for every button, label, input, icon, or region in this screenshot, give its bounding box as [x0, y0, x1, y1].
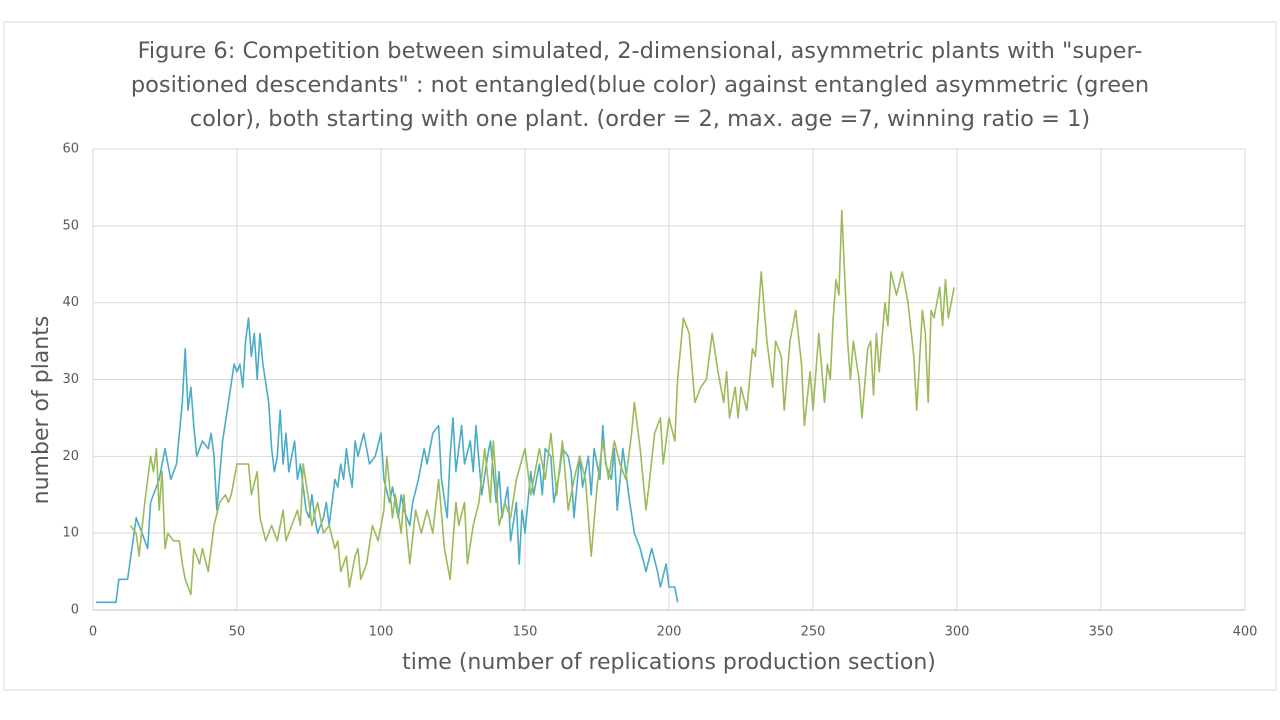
x-tick-label: 200	[657, 625, 682, 640]
y-tick-label: 60	[62, 142, 79, 157]
chart-frame	[3, 21, 1277, 691]
x-tick-label: 300	[945, 625, 970, 640]
y-tick-label: 40	[62, 295, 79, 310]
y-tick-label: 20	[62, 449, 79, 464]
series-line	[95, 317, 679, 604]
x-tick-label: 0	[89, 625, 97, 640]
y-tick-label: 10	[62, 526, 79, 541]
y-tick-label: 50	[62, 218, 79, 233]
x-tick-label: 250	[801, 625, 826, 640]
x-tick-label: 400	[1233, 625, 1258, 640]
x-axis-label: time (number of replications production …	[402, 650, 936, 675]
y-axis-label: number of plants	[29, 316, 54, 505]
y-tick-label: 30	[62, 372, 79, 387]
x-tick-label: 350	[1089, 625, 1114, 640]
x-tick-label: 50	[229, 625, 246, 640]
x-tick-label: 100	[369, 625, 394, 640]
series-line	[129, 209, 955, 596]
chart-title: Figure 6: Competition between simulated,…	[130, 38, 1150, 132]
y-tick-label: 0	[71, 603, 79, 618]
x-tick-label: 150	[513, 625, 538, 640]
